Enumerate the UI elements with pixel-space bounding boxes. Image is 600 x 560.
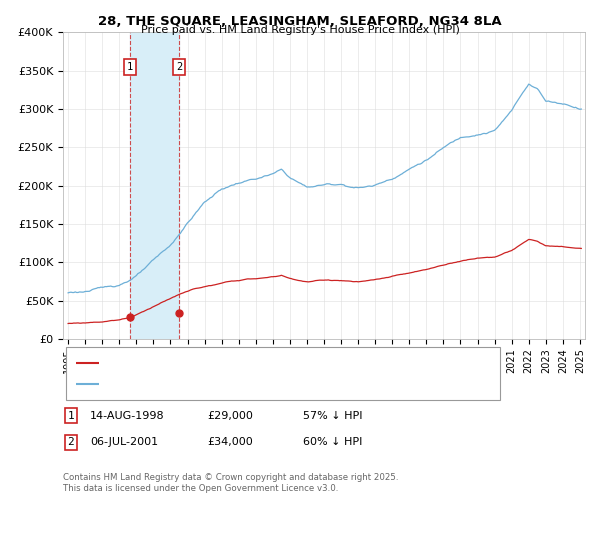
Text: 2: 2 <box>176 62 182 72</box>
Text: 28, THE SQUARE, LEASINGHAM, SLEAFORD, NG34 8LA: 28, THE SQUARE, LEASINGHAM, SLEAFORD, NG… <box>98 15 502 27</box>
Text: 60% ↓ HPI: 60% ↓ HPI <box>303 437 362 447</box>
Text: 06-JUL-2001: 06-JUL-2001 <box>90 437 158 447</box>
Bar <box>130 32 179 339</box>
Text: 2: 2 <box>67 437 74 447</box>
Text: Price paid vs. HM Land Registry's House Price Index (HPI): Price paid vs. HM Land Registry's House … <box>140 25 460 35</box>
Text: 1: 1 <box>67 410 74 421</box>
Text: 1: 1 <box>127 62 133 72</box>
Text: HPI: Average price, detached house, North Kesteven: HPI: Average price, detached house, Nort… <box>102 379 358 389</box>
Text: 28, THE SQUARE, LEASINGHAM, SLEAFORD, NG34 8LA (detached house): 28, THE SQUARE, LEASINGHAM, SLEAFORD, NG… <box>102 358 457 368</box>
Text: 57% ↓ HPI: 57% ↓ HPI <box>303 410 362 421</box>
Text: £34,000: £34,000 <box>207 437 253 447</box>
Text: Contains HM Land Registry data © Crown copyright and database right 2025.
This d: Contains HM Land Registry data © Crown c… <box>63 473 398 493</box>
Text: £29,000: £29,000 <box>207 410 253 421</box>
Text: 14-AUG-1998: 14-AUG-1998 <box>90 410 164 421</box>
